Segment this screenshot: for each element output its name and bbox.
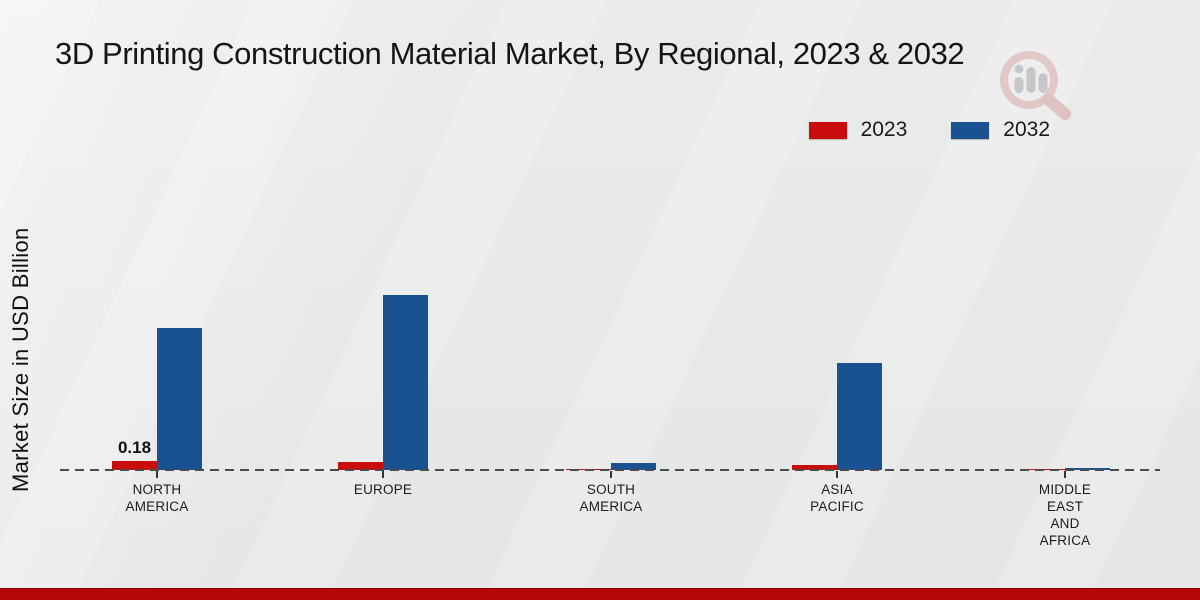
legend-item-2032: 2032 (951, 118, 1050, 142)
category-label-europe: EUROPE (353, 482, 413, 497)
category-label-asia-pacific: ASIA PACIFIC (810, 482, 864, 514)
legend-label-2023: 2023 (860, 118, 908, 141)
chart-title: 3D Printing Construction Material Market… (55, 36, 965, 71)
bar-2032-south-america (611, 462, 656, 470)
legend-swatch-2032 (951, 121, 990, 139)
axis-tick (836, 471, 838, 478)
category-label-south-america: SOUTH AMERICA (579, 482, 643, 514)
magnifier-bar-chart-icon (1000, 51, 1071, 120)
axis-tick (382, 471, 384, 478)
bar-2032-europe (383, 295, 428, 470)
legend-label-2032: 2032 (1003, 118, 1050, 141)
y-axis-label: Market Size in USD Billion (8, 227, 33, 493)
brand-logo-watermark (993, 50, 1081, 127)
plot-area: 0.18 (60, 150, 1160, 470)
bar-2023-north-america (112, 461, 157, 470)
category-label-north-america: NORTH AMERICA (125, 482, 189, 514)
axis-tick (156, 471, 158, 478)
bottom-accent-band (0, 588, 1200, 600)
legend: 2023 2032 (808, 118, 1050, 142)
bar-2023-europe (338, 462, 383, 470)
bar-2032-north-america (157, 327, 202, 470)
axis-tick (1064, 471, 1066, 478)
bar-2032-asia-pacific (837, 362, 882, 470)
bar-2032-middle-east-and-africa (1065, 467, 1110, 470)
axis-tick (610, 471, 612, 478)
data-label-0.18: 0.18 (117, 438, 152, 457)
legend-swatch-2023 (808, 121, 847, 139)
category-label-middle-east-and-africa: MIDDLE EAST AND AFRICA (1038, 482, 1092, 548)
legend-item-2023: 2023 (808, 118, 908, 142)
bar-2023-asia-pacific (792, 465, 837, 470)
baseline-dashed-line (60, 469, 1160, 471)
